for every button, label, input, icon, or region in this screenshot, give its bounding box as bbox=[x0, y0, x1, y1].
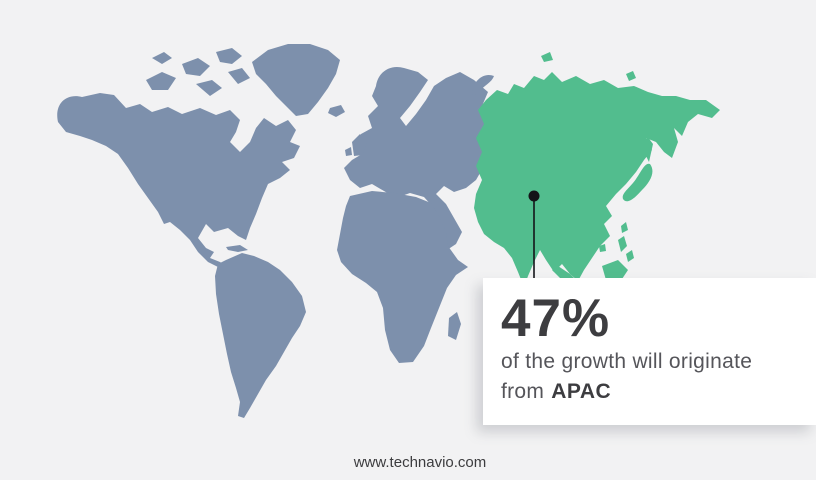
map-regions-default bbox=[57, 44, 494, 418]
stat-description-prefix: from bbox=[501, 380, 545, 404]
island-borneo bbox=[602, 260, 628, 282]
island-hainan bbox=[599, 244, 606, 252]
marker-dot bbox=[528, 190, 540, 202]
continent-africa bbox=[337, 191, 468, 363]
islands-canadian-arctic bbox=[146, 48, 250, 96]
island-taiwan bbox=[621, 222, 628, 233]
islands-philippines bbox=[618, 236, 634, 262]
continent-north-america bbox=[57, 93, 301, 276]
callout-card: 47% of the growth will originate from APA… bbox=[483, 278, 816, 425]
continent-south-america bbox=[215, 253, 306, 418]
region-europe-middle-east bbox=[344, 66, 492, 252]
region-asia-mainland bbox=[474, 72, 720, 287]
islands-arctic-siberia bbox=[541, 52, 636, 81]
stat-description-line1: of the growth will originate bbox=[501, 350, 753, 374]
island-great-britain bbox=[352, 134, 367, 156]
island-ireland bbox=[345, 147, 352, 156]
island-iceland bbox=[328, 105, 345, 117]
islands-japan bbox=[622, 163, 653, 202]
islands-caribbean bbox=[226, 245, 248, 252]
island-madagascar bbox=[448, 312, 461, 340]
region-name-label: APAC bbox=[551, 380, 612, 404]
island-novaya-zemlya bbox=[472, 74, 494, 95]
island-sakhalin bbox=[643, 136, 653, 162]
map-region-apac bbox=[474, 52, 720, 288]
stat-description-line2: from APAC bbox=[501, 377, 806, 407]
stat-value: 47% bbox=[501, 289, 611, 348]
website-url: www.technavio.com bbox=[353, 454, 487, 471]
island-greenland bbox=[252, 44, 340, 116]
